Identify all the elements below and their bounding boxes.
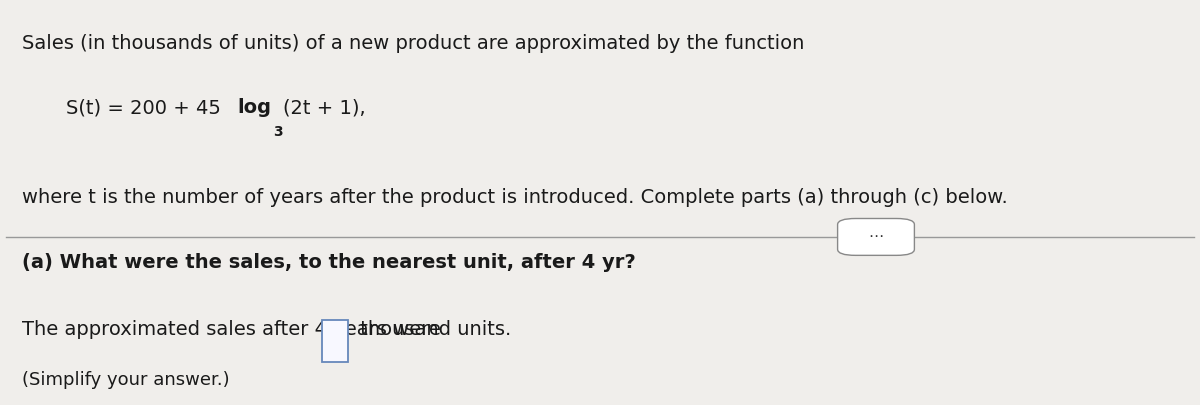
Text: ⋯: ⋯ xyxy=(869,229,883,245)
Text: (a) What were the sales, to the nearest unit, after 4 yr?: (a) What were the sales, to the nearest … xyxy=(22,253,635,272)
Text: The approximated sales after 4 years were: The approximated sales after 4 years wer… xyxy=(22,320,440,339)
Text: where t is the number of years after the product is introduced. Complete parts (: where t is the number of years after the… xyxy=(22,188,1007,207)
Text: 3: 3 xyxy=(274,125,283,139)
Text: (2t + 1),: (2t + 1), xyxy=(283,98,366,117)
Text: thousand units.: thousand units. xyxy=(354,320,511,339)
Text: log: log xyxy=(238,98,271,117)
Text: S(t) = 200 + 45: S(t) = 200 + 45 xyxy=(66,98,227,117)
Text: Sales (in thousands of units) of a new product are approximated by the function: Sales (in thousands of units) of a new p… xyxy=(22,34,804,53)
Text: (Simplify your answer.): (Simplify your answer.) xyxy=(22,371,229,388)
